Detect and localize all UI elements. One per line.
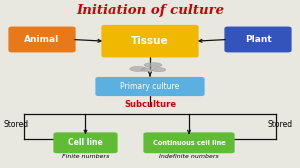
FancyBboxPatch shape: [8, 27, 76, 52]
Ellipse shape: [152, 68, 166, 72]
Text: Primary culture: Primary culture: [120, 82, 180, 91]
Ellipse shape: [130, 66, 146, 71]
Text: Initiation of culture: Initiation of culture: [76, 4, 224, 17]
Text: Tissue: Tissue: [131, 36, 169, 46]
FancyBboxPatch shape: [224, 27, 292, 52]
FancyBboxPatch shape: [101, 25, 199, 57]
Ellipse shape: [144, 63, 162, 67]
Text: Animal: Animal: [24, 35, 60, 44]
Text: Stored: Stored: [268, 120, 293, 129]
Ellipse shape: [141, 68, 153, 72]
FancyBboxPatch shape: [95, 77, 205, 96]
FancyBboxPatch shape: [53, 132, 118, 153]
Text: Stored: Stored: [4, 120, 29, 129]
FancyBboxPatch shape: [143, 132, 235, 153]
Text: Finite numbers: Finite numbers: [62, 154, 109, 159]
Text: Plant: Plant: [244, 35, 272, 44]
Text: Continuous cell line: Continuous cell line: [153, 140, 225, 146]
Text: Cell line: Cell line: [68, 138, 103, 147]
Text: Indefinite numbers: Indefinite numbers: [159, 154, 219, 159]
Text: Subculture: Subculture: [124, 100, 176, 109]
